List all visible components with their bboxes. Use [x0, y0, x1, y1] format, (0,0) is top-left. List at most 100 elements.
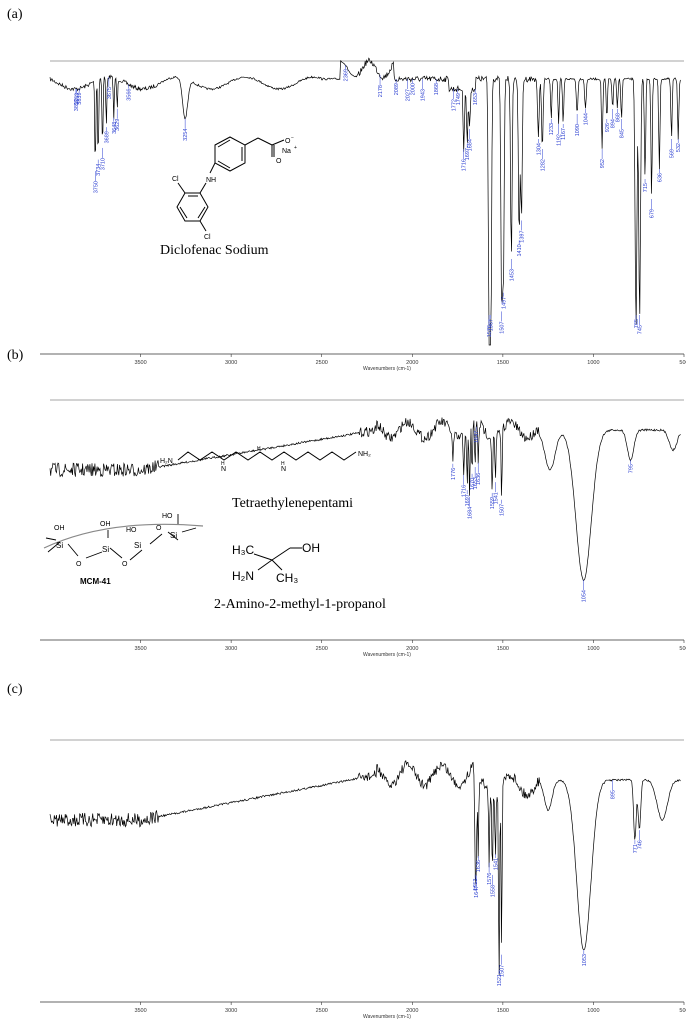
peak-label: 3734 — [96, 164, 102, 176]
svg-text:HO: HO — [126, 527, 137, 534]
svg-text:O: O — [156, 525, 162, 532]
peak-label: 1636 — [476, 860, 482, 872]
x-tick-label: 2500 — [316, 360, 328, 366]
peak-label: 868 — [615, 113, 621, 122]
svg-text:NH₂: NH₂ — [358, 451, 371, 458]
peak-label: 1192 — [557, 134, 563, 146]
x-tick-label: 2500 — [316, 1008, 328, 1014]
peak-label: 1410 — [517, 244, 523, 256]
peak-label: 1684 — [468, 507, 474, 519]
x-tick-label: 500 — [679, 646, 686, 652]
peak-label: 1653 — [473, 93, 479, 105]
x-tick-label: 2000 — [406, 1008, 418, 1014]
svg-text:H₂N: H₂N — [160, 458, 173, 465]
svg-text:O: O — [122, 561, 128, 568]
compound-label-amp: 2-Amino-2-methyl-1-propanol — [214, 597, 386, 612]
panel-label-a: (a) — [7, 7, 23, 22]
compound-label-diclofenac: Diclofenac Sodium — [160, 243, 269, 258]
spectrum-trace — [49, 417, 681, 582]
peak-label: 3254 — [183, 129, 189, 141]
svg-text:O: O — [285, 138, 291, 145]
peak-label: 2000 — [410, 83, 416, 95]
peak-label: 1167 — [561, 128, 567, 140]
peak-label: 1233 — [549, 123, 555, 135]
diclofenac-structure: NH O O − Na + Cl Cl — [172, 135, 297, 241]
peak-label: 2369 — [343, 69, 349, 81]
peak-label: 1541 — [493, 858, 499, 870]
x-tick-label: 2000 — [406, 360, 418, 366]
x-tick-label: 500 — [679, 360, 686, 366]
peak-label: 569 — [670, 149, 676, 158]
svg-text:NH: NH — [206, 177, 216, 184]
x-tick-label: 1000 — [587, 360, 599, 366]
peak-label: 771 — [633, 844, 639, 853]
peak-label: 1559 — [490, 497, 496, 509]
peak-label: 1558 — [490, 885, 496, 897]
spectrum-trace — [49, 760, 681, 975]
svg-text:Si: Si — [134, 541, 141, 550]
compound-label-tepa: Tetraethylenepentami — [232, 496, 354, 511]
peak-label: 1749 — [456, 93, 462, 105]
peak-label: 952 — [600, 159, 606, 168]
peak-label: 1497 — [501, 297, 507, 309]
peak-label: 3839 — [77, 92, 83, 104]
peak-label: 1576 — [487, 325, 493, 337]
peak-label: 1521 — [497, 974, 503, 986]
peak-label: 1776 — [451, 468, 457, 480]
svg-text:OH: OH — [302, 541, 320, 555]
peak-label: 1304 — [536, 143, 542, 155]
peak-label: 679 — [650, 209, 656, 218]
peak-label: 1054 — [582, 590, 588, 602]
peak-label: 2178 — [378, 85, 384, 97]
mcm41-label: MCM-41 — [80, 577, 111, 586]
x-tick-label: 1000 — [587, 646, 599, 652]
tetraethylenepentamine-structure: H₂N N H H N H NH₂ — [160, 446, 371, 473]
peak-label: 3853 — [75, 93, 81, 105]
svg-text:Si: Si — [102, 545, 109, 554]
peak-label: 845 — [620, 129, 626, 138]
svg-text:Si: Si — [170, 531, 177, 540]
svg-text:H₂N: H₂N — [232, 569, 254, 583]
peak-label: 3648 — [112, 122, 118, 134]
svg-text:H: H — [281, 461, 285, 467]
peak-label: 1697 — [465, 148, 471, 160]
peak-label: 3675 — [107, 87, 113, 99]
x-tick-label: 1500 — [497, 646, 509, 652]
peak-label: 1716 — [462, 159, 468, 171]
svg-text:O: O — [76, 561, 82, 568]
svg-text:Cl: Cl — [204, 234, 211, 241]
peak-label: 1684 — [468, 139, 474, 151]
x-tick-label: 3000 — [225, 646, 237, 652]
svg-text:H: H — [257, 446, 261, 452]
peak-label: 532 — [676, 143, 682, 152]
peak-label: 746 — [637, 840, 643, 849]
peak-label: 2027 — [405, 89, 411, 101]
svg-text:O: O — [276, 158, 282, 165]
svg-text:H: H — [221, 461, 225, 467]
peak-label: 3710 — [101, 158, 107, 170]
svg-text:−: − — [291, 135, 294, 141]
x-tick-label: 1500 — [497, 1008, 509, 1014]
svg-text:Na: Na — [282, 148, 291, 155]
peak-label: 894 — [611, 119, 617, 128]
peak-label: 1636 — [476, 473, 482, 485]
peak-label: 2089 — [394, 83, 400, 95]
svg-text:N: N — [281, 466, 286, 473]
svg-text:Cl: Cl — [172, 176, 179, 183]
peak-label: 3629 — [115, 119, 121, 131]
spectrum-trace — [49, 57, 681, 346]
peak-label: 795 — [629, 464, 635, 473]
x-tick-label: 2500 — [316, 646, 328, 652]
peak-label: 3689 — [104, 131, 110, 143]
x-tick-label: 3500 — [134, 1008, 146, 1014]
peak-label: 715 — [643, 183, 649, 192]
peak-label: 3566 — [127, 89, 133, 101]
x-axis-title: Wavenumbers (cm-1) — [363, 652, 411, 658]
panel-label-c: (c) — [7, 682, 23, 697]
svg-text:OH: OH — [54, 525, 65, 532]
x-tick-label: 3000 — [225, 360, 237, 366]
peak-label: 1653 — [473, 477, 479, 489]
x-tick-label: 3500 — [134, 360, 146, 366]
peak-label: 1397 — [520, 230, 526, 242]
